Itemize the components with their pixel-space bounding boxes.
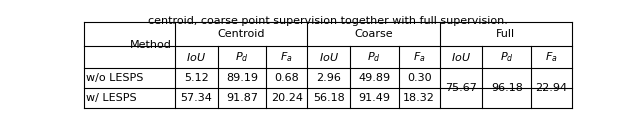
Text: $\mathit{IoU}$: $\mathit{IoU}$: [319, 51, 339, 63]
Text: w/o LESPS: w/o LESPS: [86, 73, 144, 83]
Text: Full: Full: [496, 29, 515, 39]
Text: 49.89: 49.89: [358, 73, 390, 83]
Text: $\mathit{IoU}$: $\mathit{IoU}$: [186, 51, 206, 63]
Text: $F_a$: $F_a$: [545, 50, 558, 64]
Text: 0.68: 0.68: [275, 73, 299, 83]
Text: w/ LESPS: w/ LESPS: [86, 93, 137, 103]
Text: 91.49: 91.49: [358, 93, 390, 103]
Text: 91.87: 91.87: [226, 93, 258, 103]
Text: 22.94: 22.94: [536, 83, 568, 93]
Text: Method: Method: [129, 40, 172, 50]
Text: 5.12: 5.12: [184, 73, 209, 83]
Text: $F_a$: $F_a$: [413, 50, 426, 64]
Text: 96.18: 96.18: [491, 83, 523, 93]
Text: Centroid: Centroid: [217, 29, 265, 39]
Text: 2.96: 2.96: [316, 73, 341, 83]
Text: 18.32: 18.32: [403, 93, 435, 103]
Text: Coarse: Coarse: [354, 29, 393, 39]
Text: 57.34: 57.34: [180, 93, 212, 103]
Text: centroid, coarse point supervision together with full supervision.: centroid, coarse point supervision toget…: [148, 16, 508, 26]
Text: 89.19: 89.19: [226, 73, 258, 83]
Text: 0.30: 0.30: [407, 73, 431, 83]
Text: 75.67: 75.67: [445, 83, 477, 93]
Text: $P_d$: $P_d$: [367, 50, 381, 64]
Text: 56.18: 56.18: [313, 93, 344, 103]
Text: $P_d$: $P_d$: [235, 50, 249, 64]
Text: 20.24: 20.24: [271, 93, 303, 103]
Text: $F_a$: $F_a$: [280, 50, 293, 64]
Text: $P_d$: $P_d$: [500, 50, 513, 64]
Text: $\mathit{IoU}$: $\mathit{IoU}$: [451, 51, 471, 63]
